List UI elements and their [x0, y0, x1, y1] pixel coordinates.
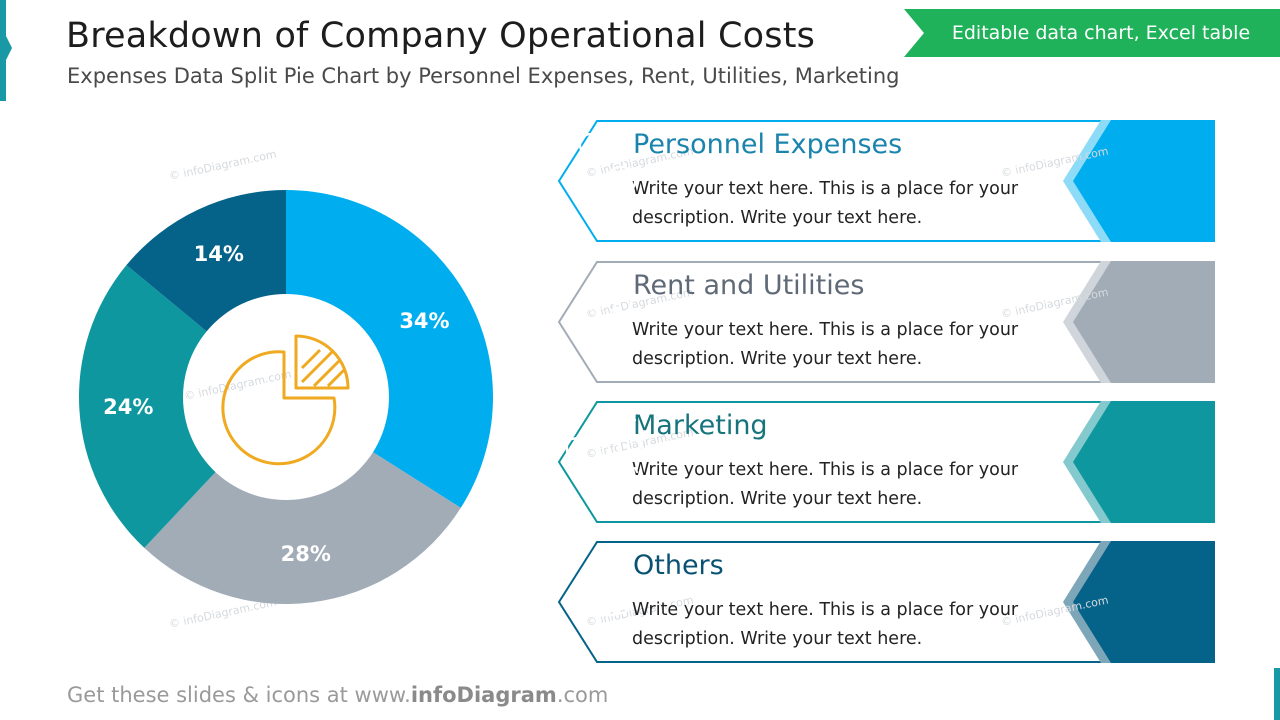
card-description: Write your text here. This is a place fo… [632, 179, 1019, 228]
card-outline: © infoDiagram.com © infoDiagram.com [557, 261, 1215, 383]
slice-value-label: 24% [103, 395, 153, 419]
building-dollar-icon [571, 270, 637, 338]
donut-chart: © infoDiagram.com © infoDiagram.com © in… [79, 147, 493, 631]
card-personnel-expenses[interactable]: © infoDiagram.com © infoDiagram.com Pers… [557, 119, 1215, 243]
editable-badge[interactable]: Editable data chart, Excel table [904, 9, 1280, 57]
donut-slices [79, 190, 493, 604]
card-description: Write your text here. This is a place fo… [632, 600, 1019, 649]
slice-value-label: 34% [399, 309, 449, 333]
pie-chart-icon [221, 334, 350, 466]
card-others[interactable]: © infoDiagram.com © infoDiagram.com Othe… [557, 540, 1215, 664]
card-outline: © infoDiagram.com © infoDiagram.com [557, 120, 1215, 242]
card-title: Others [633, 550, 724, 581]
footer-text: Get these slides & icons at www.infoDiag… [67, 683, 609, 707]
card-title: Rent and Utilities [633, 270, 865, 301]
card-rent-utilities[interactable]: © infoDiagram.com © infoDiagram.com Rent… [557, 260, 1215, 384]
megaphone-icon [565, 418, 645, 474]
right-accent-bar [1274, 668, 1280, 720]
donut-slice-others [126, 190, 287, 332]
card-outline: © infoDiagram.com © infoDiagram.com [557, 541, 1215, 663]
card-marketing[interactable]: © infoDiagram.com Marketing Write your t… [557, 400, 1215, 524]
donut-slice-personnel-expenses [286, 190, 493, 508]
footer-brand: infoDiagram [410, 683, 557, 707]
donut-labels: 34% 28% 24% 14% [103, 242, 449, 566]
watermark: © infoDiagram.com [168, 147, 278, 182]
slice-value-label: 14% [194, 242, 244, 266]
card-title: Marketing [633, 410, 768, 441]
page-title: Breakdown of Company Operational Costs [66, 16, 816, 56]
card-outline: © infoDiagram.com [557, 401, 1215, 523]
slice-value-label: 28% [281, 542, 331, 566]
money-bag-icon [576, 552, 632, 617]
left-accent-bar [0, 0, 12, 101]
donut-slice-marketing [79, 265, 216, 548]
card-title: Personnel Expenses [633, 129, 903, 160]
donut-slice-rent-and-utilities [144, 452, 461, 604]
page-subtitle: Expenses Data Split Pie Chart by Personn… [67, 64, 900, 88]
card-description: Write your text here. This is a place fo… [632, 460, 1019, 509]
people-dollar-icon [569, 132, 637, 197]
card-description: Write your text here. This is a place fo… [632, 320, 1019, 369]
watermark: © infoDiagram.com [183, 367, 293, 402]
